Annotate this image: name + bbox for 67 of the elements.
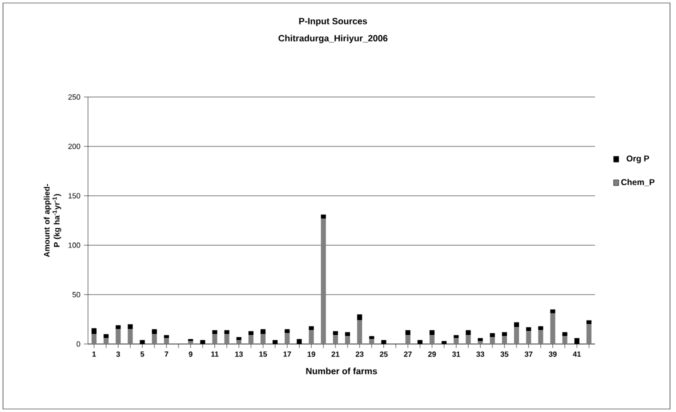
bar <box>369 339 374 344</box>
bar <box>526 331 532 344</box>
bar <box>152 329 157 334</box>
bar <box>502 336 507 344</box>
bar <box>550 313 556 344</box>
bar <box>454 335 459 338</box>
bar <box>284 329 290 334</box>
chart-title: P-Input Sources <box>299 18 368 26</box>
bar <box>212 330 218 334</box>
bar <box>128 324 133 330</box>
x-axis-title: Number of farms <box>306 368 378 374</box>
bar <box>562 336 568 344</box>
bar <box>116 325 121 330</box>
bar <box>224 330 230 334</box>
chart-subtitle: Chitradurga_Hiriyur_2006 <box>278 34 388 44</box>
bar <box>405 330 410 336</box>
bar <box>502 332 507 336</box>
bar <box>320 218 326 344</box>
bar <box>224 334 230 344</box>
bar <box>260 334 266 344</box>
bar <box>104 338 109 344</box>
bar <box>164 335 169 338</box>
bar <box>490 333 495 338</box>
bar <box>550 309 556 314</box>
bar <box>188 341 194 344</box>
bar <box>430 330 435 336</box>
bar <box>164 338 169 344</box>
bar <box>248 335 254 344</box>
bar <box>236 337 242 340</box>
bar <box>514 327 520 344</box>
bar <box>538 330 544 344</box>
bar <box>128 329 133 344</box>
bar <box>104 334 109 338</box>
bar <box>405 335 410 344</box>
bar <box>490 337 495 344</box>
bar <box>284 333 290 344</box>
bar <box>92 334 97 344</box>
bar <box>260 329 266 334</box>
legend-label: Org P <box>626 156 650 164</box>
bar <box>332 335 338 344</box>
bar <box>320 214 326 219</box>
bar <box>454 338 459 344</box>
bar <box>466 335 471 344</box>
bar <box>345 332 350 336</box>
bar <box>466 330 471 336</box>
bar <box>345 336 350 344</box>
bar <box>357 314 362 320</box>
bar <box>308 326 314 330</box>
bar <box>538 326 544 330</box>
bar <box>478 341 483 344</box>
bar <box>116 329 121 344</box>
bar <box>526 327 532 332</box>
bar <box>514 322 520 328</box>
bar <box>308 330 314 344</box>
bar <box>478 338 483 342</box>
bar <box>430 335 435 344</box>
bar <box>248 331 254 336</box>
bar <box>562 332 568 336</box>
bar <box>236 340 242 344</box>
bar <box>212 334 218 344</box>
bar <box>357 320 362 344</box>
bar <box>369 336 374 340</box>
bar <box>586 324 592 344</box>
bar <box>92 328 97 334</box>
legend-label: Chem_P <box>621 178 654 186</box>
bar <box>152 334 157 344</box>
bar <box>332 331 338 336</box>
